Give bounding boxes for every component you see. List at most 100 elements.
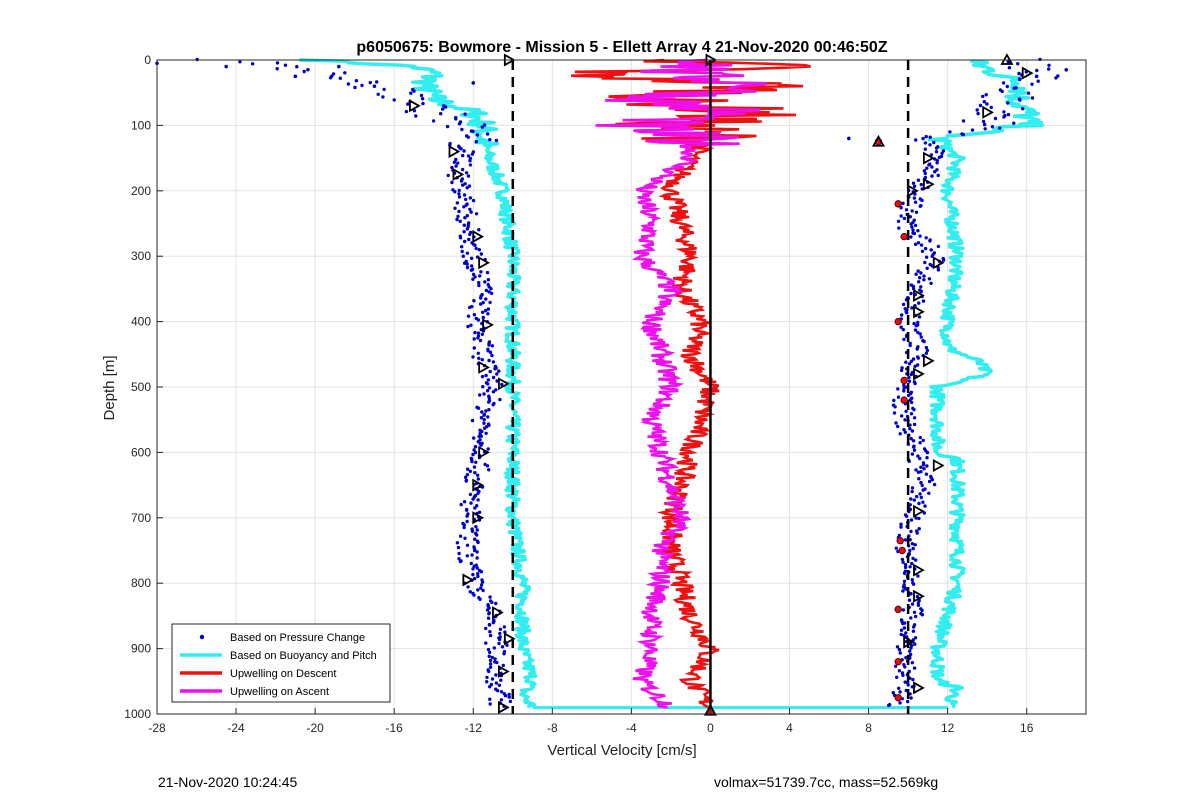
y-axis-label: Depth [m] <box>101 355 118 420</box>
pressure-change-point <box>961 133 966 137</box>
pressure-change-point <box>477 434 481 439</box>
pressure-change-point <box>487 396 491 400</box>
pressure-change-point <box>1016 62 1020 66</box>
pressure-change-point <box>476 572 480 576</box>
pressure-change-point <box>478 393 482 397</box>
pressure-change-point <box>916 603 921 607</box>
pressure-change-point <box>469 210 473 214</box>
red-dot-marker <box>898 546 906 555</box>
pressure-change-point <box>921 299 926 303</box>
pressure-change-point <box>497 683 502 687</box>
x-tick-label: 16 <box>1020 721 1034 735</box>
pressure-change-point <box>406 102 410 106</box>
pressure-change-point <box>488 595 492 599</box>
pressure-change-point <box>1000 89 1004 94</box>
pressure-change-point <box>465 519 469 524</box>
red-dot-marker <box>900 396 908 404</box>
series-upwelling-ascent-line <box>595 58 768 709</box>
pressure-change-point <box>472 436 476 440</box>
pressure-change-point <box>497 369 501 373</box>
pressure-change-point <box>250 62 255 66</box>
pressure-change-point <box>457 557 461 561</box>
pressure-change-point <box>902 337 906 342</box>
y-tick-label: 400 <box>131 315 151 329</box>
pressure-change-point <box>919 495 923 500</box>
pressure-change-point <box>896 395 901 399</box>
pressure-change-point <box>472 564 476 568</box>
pressure-change-point <box>922 169 927 173</box>
y-tick-label: 200 <box>131 184 151 198</box>
pressure-change-point <box>924 345 929 350</box>
pressure-change-point <box>902 386 906 390</box>
pressure-change-point <box>472 593 476 597</box>
pressure-change-point <box>486 382 490 386</box>
pressure-change-point <box>909 359 914 363</box>
pressure-change-point <box>490 291 494 296</box>
pressure-change-point <box>375 80 379 84</box>
pressure-change-point <box>489 287 493 291</box>
pressure-change-point <box>484 431 488 435</box>
y-tick-label: 600 <box>131 445 151 459</box>
pressure-change-point <box>479 570 484 574</box>
pressure-change-point <box>475 533 479 537</box>
pressure-change-point <box>984 93 988 97</box>
pressure-change-point <box>487 654 491 658</box>
pressure-change-point <box>462 223 466 227</box>
pressure-change-point <box>909 235 913 239</box>
pressure-change-point <box>474 525 478 529</box>
triangle-marker <box>1021 66 1034 80</box>
pressure-change-point <box>498 397 502 402</box>
pressure-change-point <box>420 97 425 101</box>
triangle-marker <box>982 105 995 119</box>
pressure-change-point <box>337 64 341 69</box>
pressure-change-point <box>922 511 926 515</box>
pressure-change-point <box>477 228 481 232</box>
pressure-change-point <box>295 65 299 69</box>
pressure-change-point <box>1006 101 1010 105</box>
pressure-change-point <box>916 178 921 182</box>
y-tick-label: 700 <box>131 511 151 525</box>
pressure-change-point <box>444 105 448 109</box>
series-buoyancy-pitch-line <box>927 58 1045 709</box>
pressure-change-point <box>915 531 919 535</box>
pressure-change-point <box>910 306 914 310</box>
pressure-change-point <box>488 300 492 305</box>
pressure-change-point <box>508 699 513 704</box>
pressure-change-point <box>487 343 491 347</box>
pressure-change-point <box>465 514 469 518</box>
pressure-change-point <box>1021 107 1025 111</box>
pressure-change-point <box>488 350 493 354</box>
pressure-change-point <box>900 414 904 418</box>
pressure-change-point <box>917 516 921 521</box>
pressure-change-point <box>421 101 425 106</box>
pressure-change-point <box>914 516 918 520</box>
pressure-change-point <box>479 270 483 274</box>
pressure-change-point <box>473 450 478 455</box>
pressure-change-point <box>1012 121 1016 125</box>
pressure-change-point <box>904 656 908 660</box>
triangle-marker <box>913 367 925 381</box>
pressure-change-point <box>923 504 927 508</box>
pressure-change-point <box>467 237 471 242</box>
pressure-change-point <box>463 216 467 220</box>
pressure-change-point <box>910 209 914 213</box>
triangle-marker <box>913 563 925 577</box>
pressure-change-point <box>912 666 917 670</box>
pressure-change-point <box>468 590 472 594</box>
pressure-change-point <box>493 367 497 371</box>
pressure-change-point <box>486 312 490 316</box>
pressure-change-point <box>461 254 465 258</box>
pressure-change-point <box>936 244 941 249</box>
pressure-change-point <box>481 300 485 305</box>
pressure-change-point <box>480 580 485 584</box>
pressure-change-point <box>476 540 480 545</box>
pressure-change-point <box>461 183 465 187</box>
pressure-change-point <box>892 411 897 415</box>
pressure-change-point <box>918 234 922 238</box>
pressure-change-point <box>441 107 445 111</box>
pressure-change-point <box>475 528 479 532</box>
pressure-change-point <box>485 464 490 468</box>
pressure-change-point <box>487 358 491 363</box>
pressure-change-point <box>502 625 507 629</box>
pressure-change-point <box>479 583 484 587</box>
